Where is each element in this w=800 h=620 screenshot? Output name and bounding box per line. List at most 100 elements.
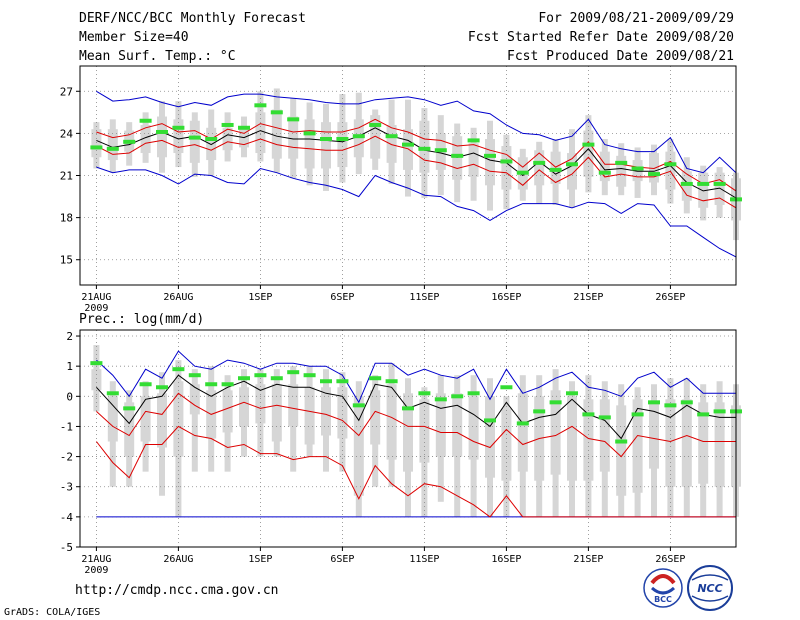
box-bar-day-13 [288,384,299,427]
box-bar-day-24 [468,396,479,460]
box-bar-day-5 [157,393,167,448]
median-marker-day-6 [172,125,185,130]
median-marker-day-21 [418,391,431,396]
box-bar-day-39 [714,172,725,205]
median-marker-day-2 [106,391,119,396]
box-bar-day-23 [452,136,463,180]
box-bar-day-29 [550,151,561,184]
ncc-logo-text: NCC [697,582,722,595]
member-size: Member Size=40 [79,30,189,45]
source-url: http://cmdp.ncc.cma.gov.cn [75,583,279,598]
box-bar-day-5 [157,116,167,158]
y-tick-label: 21 [60,170,73,183]
box-bar-day-18 [370,115,381,159]
box-bar-day-1 [91,129,102,158]
box-bar-day-12 [271,109,282,159]
median-marker-day-37 [680,181,693,186]
box-bar-day-17 [353,396,364,496]
median-marker-day-2 [106,146,119,151]
x-tick-label: 11SEP [409,554,439,565]
box-bar-day-15 [321,122,331,169]
box-bar-day-35 [649,153,659,183]
box-bar-day-11 [255,384,266,424]
fcst-produced-date: Fcst Produced Date 2009/08/21 [507,49,734,64]
box-bar-day-8 [206,127,217,161]
median-marker-day-12 [270,376,283,381]
box-bar-day-29 [550,390,561,475]
box-bar-day-2 [107,396,118,442]
box-bar-day-14 [304,119,315,169]
box-bar-day-15 [321,387,331,436]
median-marker-day-33 [615,160,628,165]
median-marker-day-32 [598,415,611,420]
median-marker-day-27 [516,170,529,175]
box-bar-day-22 [435,393,446,457]
box-bar-day-7 [189,384,200,415]
median-marker-day-35 [648,172,660,177]
median-marker-day-28 [533,409,546,414]
box-bar-day-33 [616,155,627,187]
x-tick-label: 21SEP [573,292,603,303]
median-marker-day-14 [303,131,316,136]
median-marker-day-5 [156,385,168,390]
median-marker-day-1 [90,361,103,366]
chart-title: DERF/NCC/BCC Monthly Forecast [79,11,306,26]
ncc-logo: NCC [687,565,733,611]
median-marker-day-3 [123,139,136,144]
median-marker-day-18 [369,376,382,381]
box-bar-day-26 [501,146,512,190]
box-bar-day-16 [337,387,348,439]
median-marker-day-22 [434,397,447,402]
median-marker-day-22 [434,148,447,153]
series-line-mean-minus-sd [96,135,737,209]
median-marker-day-17 [352,134,365,139]
median-marker-day-16 [336,137,349,141]
median-marker-day-4 [139,118,152,123]
median-marker-day-38 [697,412,710,417]
median-marker-day-9 [221,382,234,387]
median-marker-day-23 [451,153,464,158]
median-marker-day-17 [352,403,365,408]
median-marker-day-34 [631,412,644,417]
temperature-panel: 15 18 21 24 27 21AUG 26AUG 1SEP 6SEP 11SEP 16SEP 21… [60,65,742,314]
y-tick-label: 1 [66,360,73,373]
x-tick-label: 16SEP [491,554,521,565]
box-bar-day-37 [681,399,692,487]
y-tick-label: -3 [60,481,73,494]
whisker-bar-day-7 [191,369,198,472]
series-line-mean-minus-2sd [96,425,736,518]
series-line-mean-plus-sd [96,118,737,192]
x-tick-label: 26SEP [655,292,685,303]
bcc-logo-text: BCC [654,595,672,604]
median-marker-day-26 [500,159,513,164]
box-bar-day-32 [599,151,610,182]
box-bar-day-25 [485,139,495,186]
y-tick-label: 0 [66,390,73,403]
box-bar-day-11 [255,112,266,154]
forecast-period: For 2009/08/21-2009/09/29 [538,11,734,26]
bcc-logo: BCC [643,568,683,608]
box-bar-day-38 [698,172,709,208]
x-tick-label: 21SEP [573,554,603,565]
median-marker-day-23 [451,394,464,399]
box-bar-day-3 [124,402,135,457]
box-bar-day-16 [337,122,348,168]
y-tick-label: 24 [60,127,74,140]
median-marker-day-31 [582,142,595,147]
median-marker-day-36 [664,403,677,408]
box-bar-day-30 [567,153,577,190]
median-marker-day-7 [188,373,201,378]
box-bar-day-20 [403,129,413,170]
box-bar-day-25 [485,396,495,478]
plot-frame [79,329,737,548]
box-bar-day-14 [304,387,315,445]
median-marker-day-10 [238,376,250,381]
x-tick-label: 26AUG [163,554,193,565]
median-marker-day-19 [385,134,398,139]
x-tick-label: 6SEP [330,554,354,565]
x-tick-label: 21AUG [81,292,111,303]
box-bar-day-34 [632,399,643,493]
box-bar-day-13 [288,116,299,159]
median-marker-day-12 [270,110,283,115]
